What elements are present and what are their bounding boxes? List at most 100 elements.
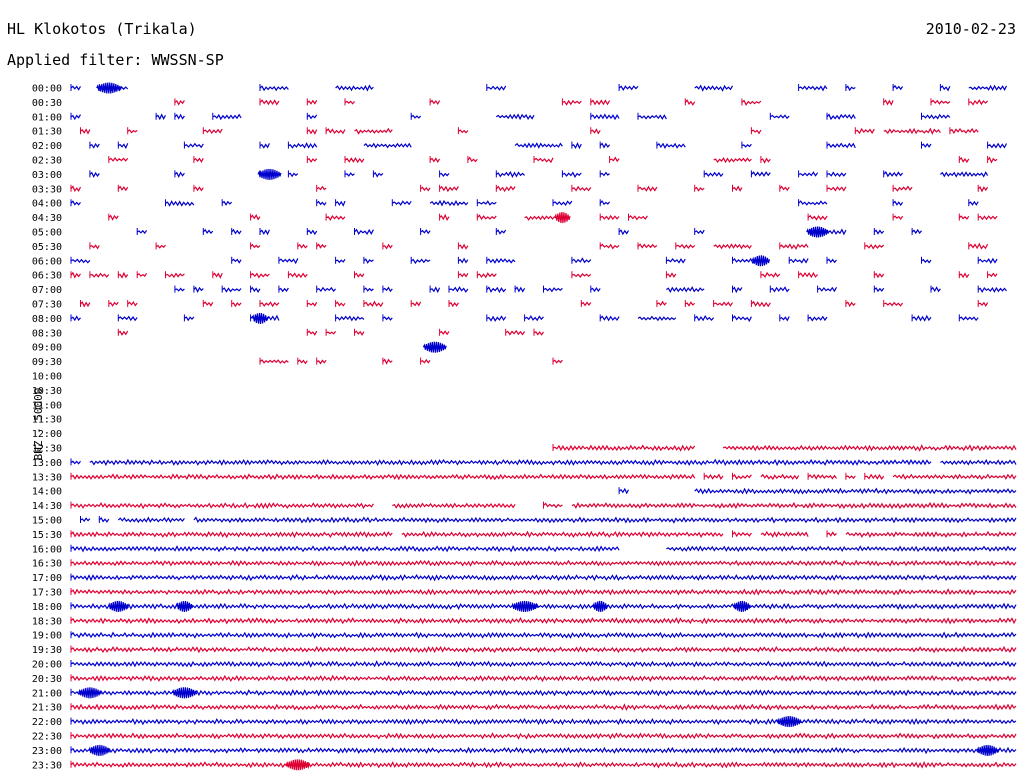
seismic-burst <box>88 744 111 756</box>
trace-segment <box>713 301 734 307</box>
trace-segment <box>203 128 223 135</box>
trace-segment <box>637 315 677 322</box>
trace-segment <box>599 214 620 221</box>
trace-segment <box>429 157 441 163</box>
trace-segment <box>571 501 1017 510</box>
trace-segment <box>987 142 1008 149</box>
trace-segment <box>458 257 469 264</box>
seismic-burst <box>257 168 282 180</box>
time-label-1900: 19:00 <box>32 631 62 642</box>
trace-segment <box>883 99 894 106</box>
trace-segment <box>495 185 516 193</box>
time-label-0900: 09:00 <box>32 343 62 354</box>
trace-segment <box>70 732 1017 740</box>
trace-segment <box>977 186 989 193</box>
seismic-burst <box>107 600 129 612</box>
trace-segment <box>590 99 611 106</box>
trace-segment <box>713 243 752 250</box>
trace-segment <box>70 473 696 481</box>
trace-segment <box>514 142 563 149</box>
trace-segment <box>703 171 724 178</box>
trace-segment <box>760 271 781 278</box>
trace-segment <box>259 301 280 308</box>
trace-segment <box>429 286 441 294</box>
trace-segment <box>165 272 185 279</box>
trace-segment <box>316 286 337 292</box>
trace-segment <box>807 214 828 221</box>
trace-segment <box>883 127 941 135</box>
trace-segment <box>70 85 82 91</box>
trace-segment <box>467 156 478 163</box>
trace-segment <box>779 243 809 250</box>
trace-segment <box>70 602 1017 611</box>
time-label-2130: 21:30 <box>32 703 62 714</box>
seismic-burst <box>511 600 538 612</box>
trace-segment <box>930 99 951 105</box>
trace-segment <box>883 171 904 178</box>
trace-segment <box>288 272 308 279</box>
trace-segment <box>845 301 856 308</box>
trace-segment <box>231 258 242 264</box>
time-label-0230: 02:30 <box>32 156 62 167</box>
trace-segment <box>940 171 989 178</box>
trace-segment <box>70 588 1017 596</box>
trace-segment <box>316 200 327 206</box>
trace-segment <box>363 287 374 292</box>
trace-segment <box>486 257 516 264</box>
trace-segment <box>174 287 185 292</box>
trace-segment <box>70 674 1017 683</box>
trace-segment <box>108 301 119 307</box>
trace-segment <box>231 228 242 235</box>
trace-segment <box>202 301 214 307</box>
trace-segment <box>316 185 327 191</box>
seismic-burst <box>175 600 193 612</box>
trace-segment <box>439 330 450 336</box>
trace-segment <box>533 157 554 164</box>
trace-segment <box>174 99 185 106</box>
time-label-2300: 23:00 <box>32 746 62 757</box>
time-label-1230: 12:30 <box>32 444 62 455</box>
trace-segment <box>306 128 318 135</box>
trace-segment <box>798 271 819 279</box>
trace-segment <box>70 717 1017 726</box>
trace-segment <box>363 142 412 149</box>
trace-segment <box>939 85 951 92</box>
trace-segment <box>155 113 167 121</box>
time-label-0800: 08:00 <box>32 314 62 325</box>
trace-segment <box>70 258 91 264</box>
trace-segment <box>637 114 667 120</box>
trace-segment <box>703 473 724 480</box>
trace-segment <box>514 286 526 293</box>
trace-segment <box>259 99 280 106</box>
trace-segment <box>958 156 970 164</box>
trace-segment <box>495 229 507 235</box>
trace-segment <box>410 114 422 119</box>
trace-segment <box>618 85 639 91</box>
trace-segment <box>477 272 497 279</box>
trace-segment <box>174 113 185 120</box>
trace-segment <box>826 186 847 192</box>
trace-segment <box>70 746 1017 755</box>
trace-segment <box>779 185 790 192</box>
seismic-burst <box>285 759 310 771</box>
trace-segment <box>344 156 365 164</box>
trace-segment <box>760 530 809 538</box>
trace-segment <box>410 258 431 265</box>
trace-segment <box>70 660 1017 668</box>
trace-segment <box>392 502 516 509</box>
trace-segment <box>968 200 979 206</box>
trace-segment <box>618 487 630 495</box>
trace-segment <box>70 703 1017 712</box>
trace-segment <box>278 287 289 293</box>
trace-segment <box>750 171 771 177</box>
trace-segment <box>788 257 809 264</box>
trace-segment <box>864 473 885 481</box>
trace-segment <box>769 114 790 120</box>
trace-segment <box>845 85 856 92</box>
trace-segment <box>959 316 979 322</box>
trace-segment <box>439 213 450 221</box>
trace-segment <box>325 331 337 335</box>
trace-segment <box>826 258 837 264</box>
time-label-0630: 06:30 <box>32 271 62 282</box>
time-label-0300: 03:00 <box>32 170 62 181</box>
